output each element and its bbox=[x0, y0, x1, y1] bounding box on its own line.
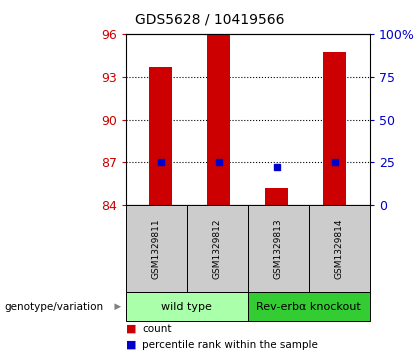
Text: GSM1329814: GSM1329814 bbox=[335, 219, 344, 279]
Text: GDS5628 / 10419566: GDS5628 / 10419566 bbox=[135, 13, 285, 27]
Text: GSM1329812: GSM1329812 bbox=[213, 219, 222, 279]
Bar bbox=[149, 67, 172, 205]
Bar bbox=[265, 188, 289, 205]
Text: wild type: wild type bbox=[161, 302, 213, 312]
Text: ■: ■ bbox=[126, 323, 136, 334]
Text: genotype/variation: genotype/variation bbox=[4, 302, 103, 312]
Text: GSM1329811: GSM1329811 bbox=[152, 218, 161, 279]
Text: count: count bbox=[142, 323, 171, 334]
Text: percentile rank within the sample: percentile rank within the sample bbox=[142, 340, 318, 350]
Text: Rev-erbα knockout: Rev-erbα knockout bbox=[256, 302, 361, 312]
Text: ■: ■ bbox=[126, 340, 136, 350]
Bar bbox=[207, 34, 231, 205]
Text: GSM1329813: GSM1329813 bbox=[274, 218, 283, 279]
Bar bbox=[323, 52, 346, 205]
